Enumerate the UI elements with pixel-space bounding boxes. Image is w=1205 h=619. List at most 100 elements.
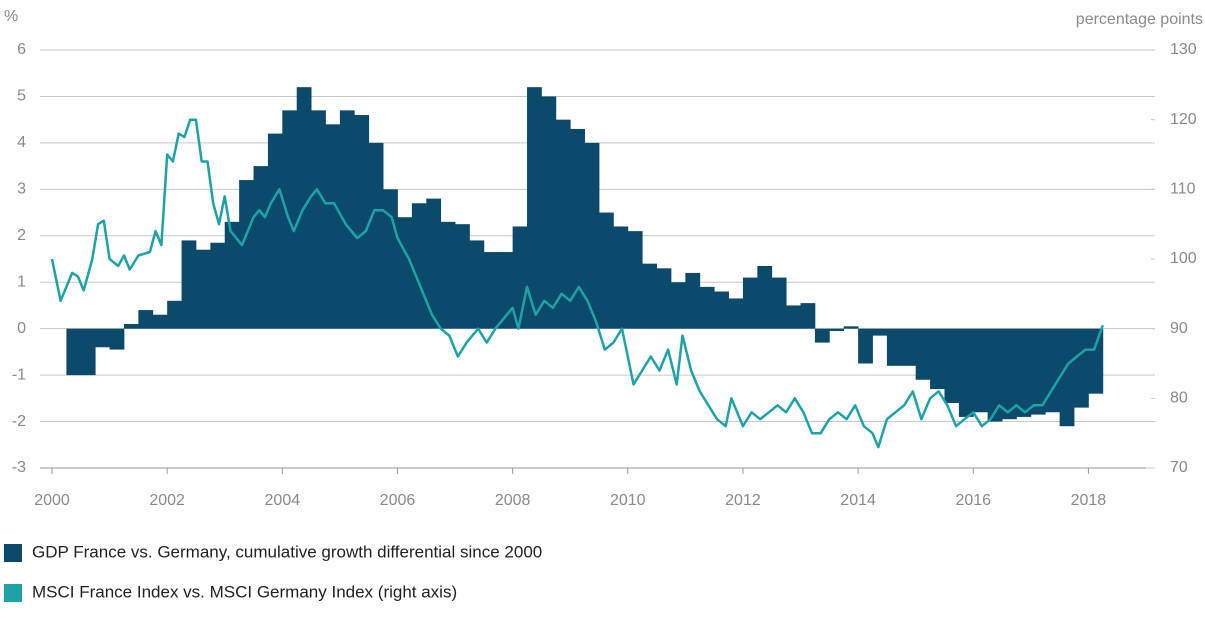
gdp-bar (80, 328, 96, 376)
gdp-bar (1074, 328, 1089, 408)
x-tick-label: 2014 (840, 492, 876, 509)
legend-swatch (4, 544, 22, 562)
gdp-bar (339, 110, 355, 329)
gdp-bar (483, 252, 499, 329)
y-tick-label: 0 (17, 320, 26, 337)
gdp-bar (786, 305, 801, 329)
gdp-bar (570, 128, 586, 329)
gdp-bar (1030, 328, 1046, 415)
y2-tick-label: 100 (1170, 250, 1197, 267)
y2-tick-label: 120 (1170, 111, 1197, 128)
gdp-bar (555, 119, 571, 329)
y2-tick-label: 70 (1170, 459, 1188, 476)
gdp-bar (1045, 328, 1061, 413)
gdp-bar (829, 328, 845, 331)
gdp-bar (1088, 328, 1104, 394)
gdp-bar (152, 314, 168, 329)
y2-tick-label: 130 (1170, 41, 1197, 58)
x-tick-label: 2018 (1071, 492, 1107, 509)
y-tick-label: 6 (17, 41, 26, 58)
y-tick-label: -1 (12, 366, 26, 383)
gdp-bar (411, 203, 427, 329)
y-tick-label: 5 (17, 88, 26, 105)
x-tick-label: 2010 (610, 492, 646, 509)
x-tick-label: 2004 (265, 492, 301, 509)
gdp-bar (253, 166, 269, 329)
gdp-bar (613, 226, 629, 329)
gdp-bar (469, 240, 485, 329)
gdp-bar (642, 263, 657, 329)
gdp-bar (181, 240, 197, 329)
gdp-bar (872, 328, 888, 336)
gdp-bar (714, 291, 729, 329)
y-tick-label: 4 (17, 134, 26, 151)
legend-swatch (4, 584, 22, 602)
gdp-bar (656, 268, 672, 329)
gdp-bar (944, 328, 960, 403)
gdp-bar (771, 277, 787, 329)
gdp-bar (109, 328, 125, 350)
y-axis-label: % (4, 8, 18, 25)
legend-label: MSCI France Index vs. MSCI Germany Index… (32, 582, 457, 601)
y-tick-label: 3 (17, 181, 26, 198)
gdp-bar (987, 328, 1003, 422)
gdp-bar (440, 221, 456, 329)
gdp-bar (742, 277, 758, 329)
gdp-bar (930, 328, 945, 390)
gdp-bar (1059, 328, 1075, 427)
gdp-bar (66, 328, 82, 376)
gdp-bar (814, 328, 830, 343)
y-tick-label: 1 (17, 273, 26, 290)
gdp-bar (599, 212, 614, 329)
gdp-bar (1002, 328, 1017, 420)
gdp-bar (1016, 328, 1032, 417)
gdp-bar (368, 142, 384, 329)
y-tick-label: 2 (17, 227, 26, 244)
y-tick-label: -3 (12, 459, 26, 476)
x-tick-label: 2016 (955, 492, 991, 509)
gdp-bar (426, 198, 442, 329)
gdp-bar (800, 303, 816, 329)
gdp-bar (95, 328, 110, 348)
gdp-bar (239, 180, 254, 329)
gdp-bar (757, 265, 773, 329)
legend-label: GDP France vs. Germany, cumulative growt… (32, 542, 542, 561)
x-tick-label: 2002 (149, 492, 185, 509)
gdp-bar (527, 87, 542, 329)
gdp-bar (397, 217, 413, 329)
gdp-bar (541, 96, 557, 329)
gdp-bar (843, 326, 859, 329)
gdp-bar (195, 249, 211, 329)
x-tick-label: 2000 (34, 492, 70, 509)
gdp-bar (901, 328, 917, 366)
gdp-bar (958, 328, 974, 417)
gdp-bar (354, 115, 370, 329)
y-tick-label: -2 (12, 413, 26, 430)
gdp-bar (455, 224, 470, 329)
gdp-bar (210, 242, 226, 329)
gdp-bar (858, 328, 873, 364)
x-tick-label: 2012 (725, 492, 761, 509)
y2-tick-label: 110 (1170, 181, 1196, 198)
y2-tick-label: 90 (1170, 320, 1188, 337)
gdp-bar (123, 324, 139, 329)
gdp-bar (167, 300, 182, 329)
gdp-bar (325, 124, 341, 329)
gdp-bar (584, 142, 600, 329)
gdp-bar (685, 272, 701, 329)
gdp-bar (728, 298, 744, 329)
x-tick-label: 2008 (495, 492, 531, 509)
gdp-bar (383, 189, 398, 329)
gdp-bar (224, 221, 240, 329)
gdp-bar (973, 328, 989, 413)
y2-axis-label: percentage points (1076, 11, 1203, 28)
y2-tick-label: 80 (1170, 390, 1188, 407)
msci-line (50, 118, 1104, 449)
x-tick-label: 2006 (380, 492, 416, 509)
gdp-bar (267, 133, 283, 329)
gdp-bar (138, 310, 154, 329)
gdp-bar (699, 286, 715, 329)
gdp-bar (311, 110, 326, 329)
